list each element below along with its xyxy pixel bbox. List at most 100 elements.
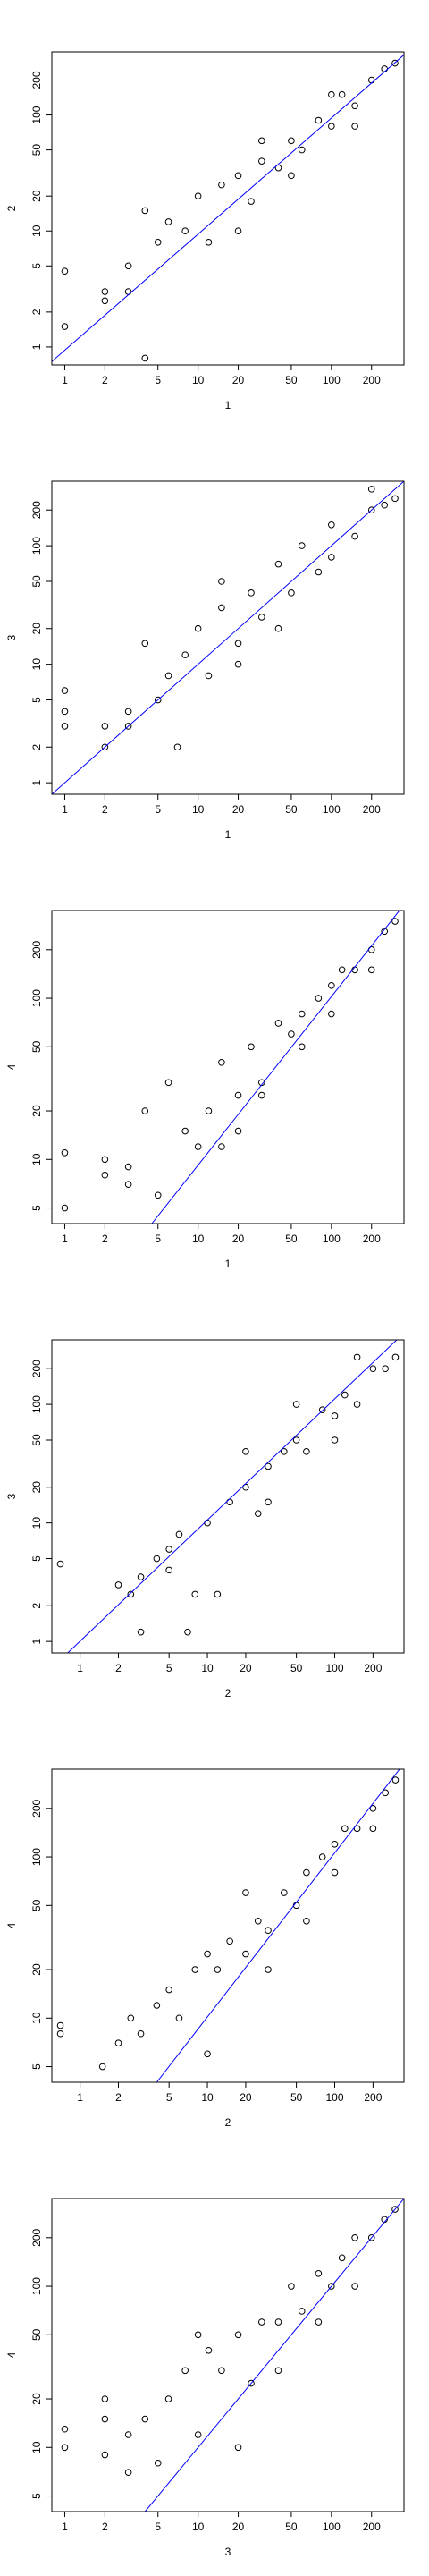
y-tick-label: 10 [30,225,43,237]
y-tick-label: 100 [30,1848,43,1866]
point [234,660,242,668]
fit-line [156,1769,400,2082]
point [101,743,109,751]
y-tick-label: 200 [30,940,43,958]
point [242,1448,249,1455]
point [328,2283,335,2290]
point [137,1573,145,1580]
point [382,1365,389,1373]
point [141,1107,149,1114]
x-axis-label: 2 [225,2116,231,2129]
point [191,1590,199,1598]
point [367,2234,375,2241]
point [184,1628,191,1636]
point [254,1917,262,1925]
point [218,1143,225,1150]
x-tick-label: 200 [363,374,381,386]
point [61,687,69,694]
x-tick-label: 1 [62,803,68,816]
scatter-panel: 1 2 5 10 20 50 100 200 1 2 5 10 20 50 100 200 1 3 [5,480,405,841]
y-tick-label: 50 [30,2328,43,2341]
x-tick-label: 20 [232,803,245,816]
x-tick-label: 2 [102,374,108,386]
point [367,966,375,974]
y-tick-label: 200 [30,1360,43,1377]
y-tick-label: 20 [30,1481,43,1494]
point [331,1868,339,1877]
point [61,723,69,730]
point [341,1391,349,1399]
point [124,1181,132,1188]
point [181,227,189,235]
x-tick-label: 5 [166,1662,172,1674]
point [328,1010,335,1018]
point [328,981,335,989]
y-tick-label: 1 [30,780,43,786]
point [175,1530,183,1538]
point [288,1030,295,1038]
point [226,1498,233,1506]
point [303,1868,310,1877]
point [382,1789,389,1797]
point [141,354,149,362]
point [61,1204,69,1212]
point [164,1079,172,1087]
point [391,59,399,67]
point [124,288,132,295]
point [101,288,109,295]
point [194,2331,202,2339]
y-tick-label: 2 [30,309,43,315]
x-tick-label: 10 [192,374,205,386]
x-tick-label: 1 [62,374,68,386]
point [353,1353,361,1361]
point [191,1966,199,1973]
y-tick-label: 5 [30,697,43,703]
x-tick-label: 5 [155,374,161,386]
x-axis-label: 1 [225,399,231,411]
x-tick-label: 2 [102,803,108,816]
point [181,651,189,658]
point [61,1149,69,1157]
point [124,262,132,270]
point [218,578,225,585]
point [153,2002,161,2009]
point [218,604,225,612]
point [258,2318,265,2326]
point [391,2206,399,2213]
y-tick-label: 5 [30,1555,43,1562]
x-tick-label: 100 [323,2521,341,2533]
plot-area [61,911,400,1224]
y-tick-label: 100 [30,989,43,1007]
point [61,2425,69,2433]
point [274,164,282,172]
x-tick-label: 2 [102,2521,108,2533]
scatter-panel: 1 2 5 10 20 50 100 200 5 10 20 50 100 200 2 4 [5,1768,405,2129]
y-tick-label: 100 [30,1395,43,1413]
point [298,146,306,154]
y-tick-label: 50 [30,575,43,588]
x-tick-label: 50 [285,374,298,386]
point [218,1058,225,1066]
y-tick-label: 10 [30,2012,43,2024]
x-tick-label: 200 [364,1662,382,1674]
plot-frame [51,910,405,1224]
point [234,2331,242,2339]
point [381,928,388,936]
point [214,1966,222,1973]
x-tick-label: 10 [192,2521,205,2533]
point [56,2029,64,2038]
point [154,696,162,704]
point [258,614,265,621]
point [101,2395,109,2402]
y-tick-label: 20 [30,2393,43,2405]
x-tick-label: 100 [323,374,341,386]
point [265,1462,272,1470]
point [258,1079,265,1087]
fit-line [52,54,404,362]
point [204,1950,211,1958]
point [288,589,295,597]
point [351,2283,358,2290]
point [391,918,399,925]
y-tick-label: 200 [30,501,43,519]
